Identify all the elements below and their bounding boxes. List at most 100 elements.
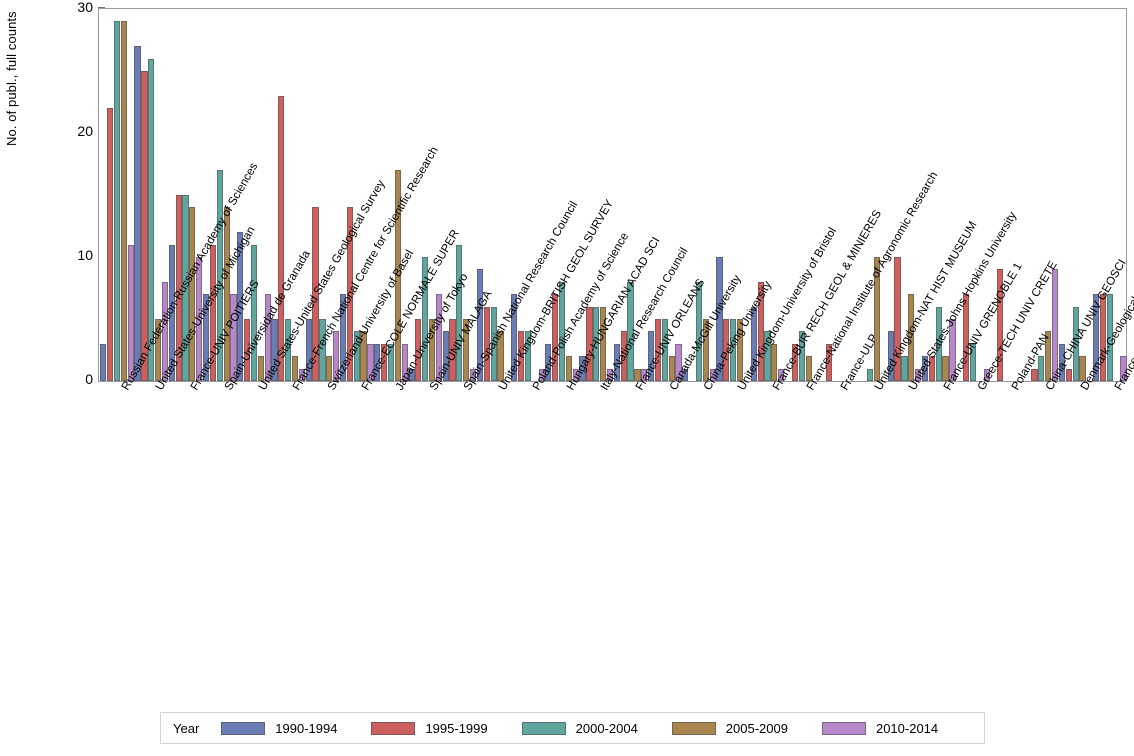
bar-group xyxy=(100,9,134,381)
bar xyxy=(141,71,148,381)
bar-group xyxy=(750,9,785,381)
bar xyxy=(271,319,278,381)
bar xyxy=(483,306,490,381)
bar xyxy=(428,319,436,381)
bar xyxy=(791,343,798,381)
bar xyxy=(257,356,264,381)
bar xyxy=(737,319,744,381)
bar xyxy=(442,331,449,381)
bar-group xyxy=(202,9,237,381)
bar xyxy=(921,356,928,381)
bar xyxy=(647,331,655,381)
bar xyxy=(873,257,881,381)
bar xyxy=(401,343,408,381)
bar-group xyxy=(887,9,922,381)
bar-group xyxy=(168,9,203,381)
bar xyxy=(778,368,785,381)
bar xyxy=(216,170,223,381)
bar xyxy=(661,319,668,381)
legend-title: Year xyxy=(173,720,200,736)
y-axis-title: No. of publ., full counts xyxy=(4,11,19,146)
bar-group xyxy=(613,9,648,381)
bar xyxy=(620,331,627,381)
bar-group xyxy=(305,9,340,381)
legend-item[interactable]: 1995-1999 xyxy=(371,721,488,736)
bar xyxy=(579,356,586,381)
bar xyxy=(805,356,812,381)
legend-label: 1990-1994 xyxy=(275,720,338,736)
bar xyxy=(107,108,114,381)
bar xyxy=(867,368,874,381)
bar xyxy=(1072,306,1079,381)
bar xyxy=(757,281,764,381)
legend-label: 2005-2009 xyxy=(725,720,788,736)
bar xyxy=(695,281,703,381)
bar xyxy=(285,319,292,381)
legend-swatch xyxy=(821,721,866,735)
bar xyxy=(278,95,285,381)
bar xyxy=(333,331,340,381)
bar xyxy=(182,195,189,381)
bar xyxy=(750,306,757,381)
bar xyxy=(962,294,970,381)
bar xyxy=(593,306,600,381)
bar-group xyxy=(956,9,990,381)
legend-label: 2000-2004 xyxy=(575,720,638,736)
legend-item[interactable]: 1990-1994 xyxy=(221,721,337,736)
legend-item[interactable]: 2010-2014 xyxy=(821,721,938,736)
bar xyxy=(798,331,805,381)
bar xyxy=(764,331,771,381)
bar xyxy=(161,281,169,381)
bar xyxy=(825,343,833,381)
bar xyxy=(339,294,347,381)
bar xyxy=(675,343,682,381)
bar xyxy=(380,343,388,381)
legend-swatch xyxy=(671,721,716,735)
bar xyxy=(134,46,141,381)
bar xyxy=(565,356,573,381)
bar xyxy=(511,294,518,381)
bar-group xyxy=(134,9,169,381)
bar xyxy=(326,356,333,381)
bar xyxy=(997,269,1004,381)
bar xyxy=(1120,356,1127,381)
bar xyxy=(559,281,566,381)
bar xyxy=(346,207,353,381)
bar xyxy=(908,294,915,381)
bar xyxy=(196,257,203,381)
bar xyxy=(456,244,463,381)
bar xyxy=(524,331,531,381)
bar xyxy=(148,58,155,381)
bar-group xyxy=(1025,9,1059,381)
legend-items: 1990-1994 1995-1999 2000-2004 2005-2009 2010… xyxy=(221,721,972,736)
bar xyxy=(1052,269,1059,381)
bar xyxy=(175,195,182,381)
bar xyxy=(730,319,737,381)
bar xyxy=(1092,294,1100,381)
bar-series-container xyxy=(99,9,1127,381)
bar xyxy=(490,306,497,381)
bar xyxy=(1065,368,1072,381)
bar xyxy=(408,368,415,381)
bar-group xyxy=(921,9,956,381)
bar xyxy=(983,368,990,381)
bar xyxy=(517,331,525,381)
bar-group xyxy=(853,9,887,381)
bar xyxy=(723,319,730,381)
bar-group xyxy=(374,9,408,381)
bar-group xyxy=(339,9,374,381)
bar xyxy=(155,319,162,381)
legend[interactable]: Year 1990-1994 1995-1999 2000-2004 2005-200… xyxy=(160,712,985,744)
bar xyxy=(949,319,956,381)
bar-group xyxy=(1092,9,1127,381)
bar xyxy=(682,368,689,381)
bar xyxy=(113,21,121,381)
bar-group xyxy=(408,9,442,381)
legend-item[interactable]: 2005-2009 xyxy=(671,720,788,736)
bar-group xyxy=(819,9,853,381)
bar-group xyxy=(511,9,545,381)
bar xyxy=(627,281,634,381)
legend-item[interactable]: 2000-2004 xyxy=(521,720,638,736)
bar xyxy=(942,356,949,381)
